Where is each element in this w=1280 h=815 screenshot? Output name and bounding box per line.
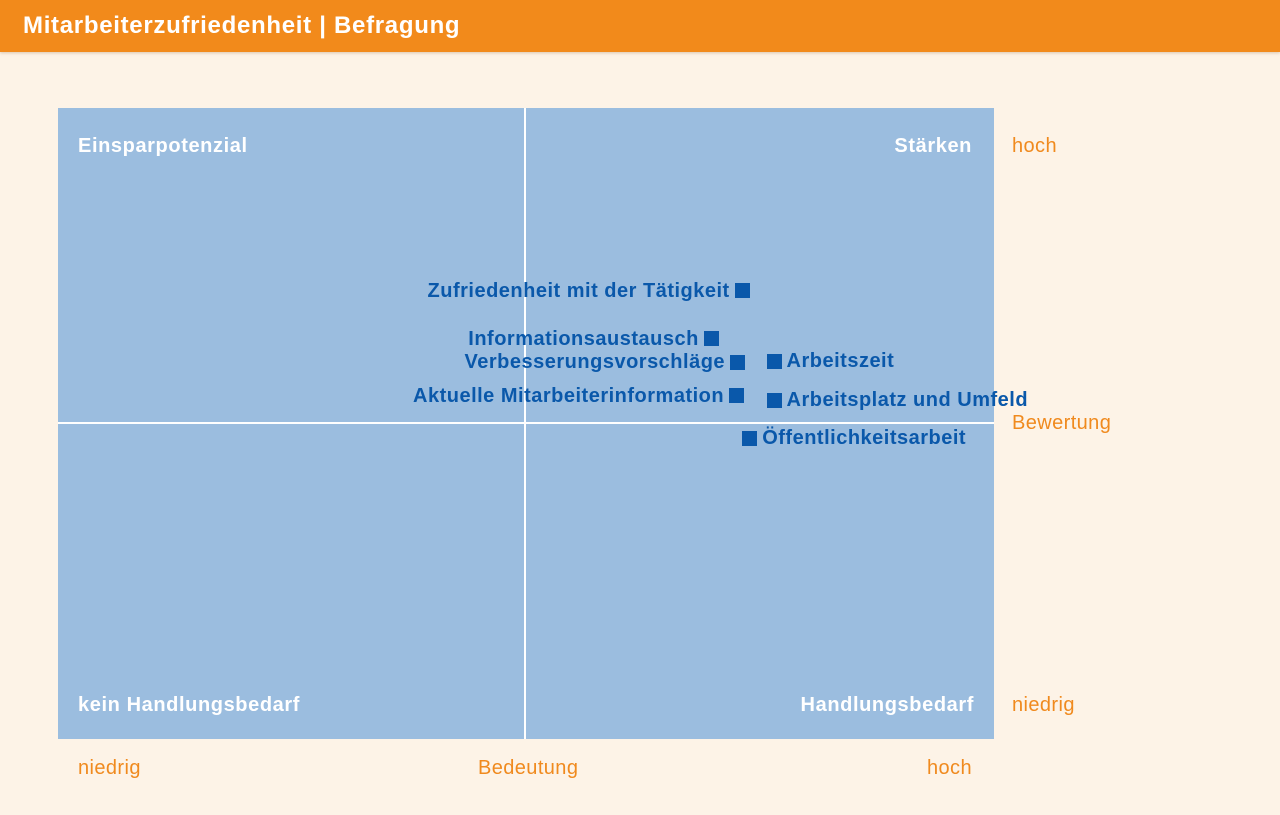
data-point-marker [742,430,758,446]
data-point-marker [766,353,782,369]
data-point-marker [734,283,750,299]
data-point-label: Zufriedenheit mit der Tätigkeit [427,279,730,302]
data-point-marker [729,388,745,404]
x-axis-tick-high: hoch [927,757,972,779]
data-point-label: Arbeitsplatz und Umfeld [786,389,1029,412]
quadrant-label-bottom-right: Handlungsbedarf [800,694,974,716]
y-axis-tick-low: niedrig [1012,694,1075,716]
quadrant-chart-plot-area: Einsparpotenzial Stärken kein Handlungsb… [58,108,1028,739]
data-point-label: Arbeitszeit [786,350,895,373]
data-point-marker [730,354,746,370]
y-axis-label: Bewertung [1012,412,1112,434]
quadrant-label-top-right: Stärken [894,135,972,157]
data-point-label: Verbesserungsvorschläge [464,351,726,374]
y-axis-tick-high: hoch [1012,135,1057,157]
quadrant-label-bottom-left: kein Handlungsbedarf [78,694,301,716]
header-bar: Mitarbeiterzufriedenheit | Befragung [0,0,1280,52]
quadrant-label-top-left: Einsparpotenzial [78,135,248,157]
data-point-label: Aktuelle Mitarbeiterinformation [413,384,725,407]
x-axis-tick-low: niedrig [78,757,141,779]
data-point-label: Öffentlichkeitsarbeit [762,427,967,449]
page-title: Mitarbeiterzufriedenheit | Befragung [23,12,461,39]
data-point-marker [766,392,782,408]
horizontal-quadrant-divider [58,422,994,424]
x-axis-label: Bedeutung [478,757,579,779]
data-points-layer: Zufriedenheit mit der Tätigkeit Informati… [58,108,1028,739]
data-point-label: Informationsaustausch [468,327,699,350]
data-point-marker [703,331,719,347]
